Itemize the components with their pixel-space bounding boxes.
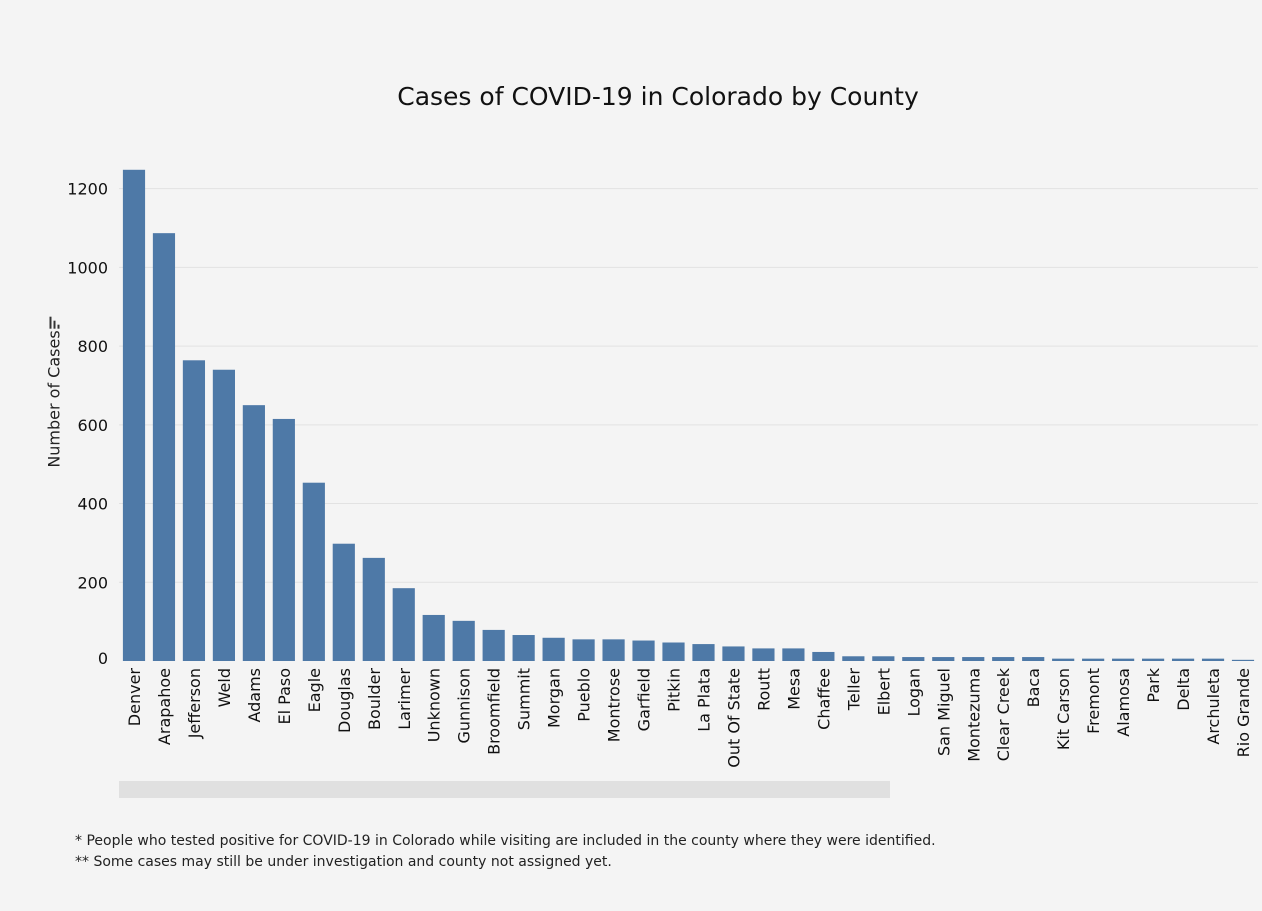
x-tick-label: Eagle	[305, 668, 324, 712]
x-tick-label: Chaffee	[814, 668, 833, 730]
x-tick-label: Gunnison	[455, 668, 474, 744]
bar-teller[interactable]	[842, 656, 865, 661]
bar-gunnison[interactable]	[452, 620, 475, 661]
x-tick-label: Out Of State	[724, 668, 743, 768]
bar-summit[interactable]	[512, 635, 535, 661]
bar-el-paso[interactable]	[272, 418, 295, 661]
bar-unknown[interactable]	[422, 614, 445, 661]
bar-elbert[interactable]	[872, 656, 895, 661]
bar-clear-creek[interactable]	[992, 657, 1015, 661]
bar-douglas[interactable]	[332, 543, 355, 661]
y-tick-label: 1200	[67, 180, 108, 199]
x-tick-label: Mesa	[784, 668, 803, 710]
x-tick-label: San Miguel	[934, 668, 953, 756]
bar-denver[interactable]	[122, 169, 146, 662]
x-tick-label: Weld	[215, 668, 234, 707]
x-tick-label: Alamosa	[1114, 668, 1133, 737]
footnote-investigation: ** Some cases may still be under investi…	[75, 854, 612, 870]
x-tick-label: Montrose	[605, 668, 624, 742]
x-tick-label: Routt	[754, 668, 773, 711]
bar-larimer[interactable]	[392, 588, 415, 661]
x-tick-label: Arapahoe	[155, 668, 174, 745]
bar-routt[interactable]	[752, 648, 775, 661]
y-tick-label: 400	[77, 495, 108, 514]
y-axis-ticks: 0 200 400 600 800 1000 1200	[67, 180, 108, 668]
x-axis-ticks: Denver Arapahoe Jefferson Weld Adams El Paso E…	[125, 667, 1253, 768]
bar-archuleta[interactable]	[1201, 658, 1225, 661]
bar-garfield[interactable]	[632, 640, 655, 661]
x-tick-label: Kit Carson	[1054, 668, 1073, 750]
bar-montrose[interactable]	[602, 639, 625, 661]
x-tick-label: La Plata	[694, 668, 713, 732]
chart-title: Cases of COVID-19 in Colorado by County	[397, 82, 919, 111]
bar-mesa[interactable]	[782, 648, 805, 661]
bar-la-plata[interactable]	[692, 644, 715, 661]
bar-baca[interactable]	[1022, 657, 1045, 661]
x-tick-label: Elbert	[874, 668, 893, 715]
x-tick-label: El Paso	[275, 668, 294, 725]
x-tick-label: Logan	[904, 668, 923, 717]
bar-broomfield[interactable]	[482, 629, 505, 661]
bar-jefferson[interactable]	[182, 360, 206, 661]
bar-weld[interactable]	[212, 369, 235, 661]
horizontal-scrollbar[interactable]	[119, 781, 890, 798]
bar-arapahoe[interactable]	[152, 233, 176, 661]
bars	[122, 169, 1255, 662]
x-tick-label: Jefferson	[185, 668, 204, 739]
y-tick-label: 1000	[67, 258, 108, 277]
bar-pitkin[interactable]	[662, 642, 685, 662]
y-tick-label: 600	[77, 416, 108, 435]
bar-out-of-state[interactable]	[722, 646, 745, 661]
bar-chaffee[interactable]	[812, 651, 835, 661]
y-tick-label: 200	[77, 573, 108, 592]
x-tick-label: Denver	[125, 668, 144, 727]
x-tick-label: Unknown	[425, 668, 444, 742]
footnote-visitors: * People who tested positive for COVID-1…	[75, 833, 936, 849]
x-tick-label: Delta	[1174, 668, 1193, 711]
x-tick-label: Rio Grande	[1234, 668, 1253, 757]
bar-alamosa[interactable]	[1112, 658, 1135, 661]
bar-fremont[interactable]	[1082, 658, 1105, 661]
bar-boulder[interactable]	[362, 557, 385, 661]
bar-park[interactable]	[1142, 658, 1165, 661]
bar-logan[interactable]	[902, 657, 925, 661]
x-tick-label: Archuleta	[1204, 668, 1223, 745]
x-tick-label: Larimer	[395, 668, 414, 730]
x-tick-label: Morgan	[545, 668, 564, 728]
bar-kit-carson[interactable]	[1052, 658, 1075, 661]
x-tick-label: Teller	[844, 668, 863, 712]
bar-montezuma[interactable]	[962, 657, 985, 661]
x-tick-label: Adams	[245, 668, 264, 723]
x-tick-label: Clear Creek	[994, 667, 1013, 761]
x-tick-label: Boulder	[365, 668, 384, 730]
bar-morgan[interactable]	[542, 637, 565, 661]
x-tick-label: Garfield	[635, 668, 654, 731]
y-tick-label: 800	[77, 337, 108, 356]
x-tick-label: Montezuma	[964, 668, 983, 762]
x-tick-label: Pitkin	[665, 668, 684, 712]
x-tick-label: Pueblo	[575, 668, 594, 722]
x-tick-label: Fremont	[1084, 668, 1103, 734]
bar-pueblo[interactable]	[572, 639, 595, 661]
y-tick-label: 0	[98, 649, 108, 668]
x-tick-label: Douglas	[335, 668, 354, 733]
x-tick-label: Park	[1144, 667, 1163, 702]
bar-san-miguel[interactable]	[932, 657, 955, 661]
x-tick-label: Baca	[1024, 668, 1043, 707]
x-tick-label: Broomfield	[485, 668, 504, 755]
bar-delta[interactable]	[1171, 658, 1195, 661]
bar-rio-grande[interactable]	[1231, 659, 1255, 661]
bar-adams[interactable]	[242, 405, 265, 661]
bar-eagle[interactable]	[302, 482, 325, 661]
x-tick-label: Summit	[515, 668, 534, 730]
